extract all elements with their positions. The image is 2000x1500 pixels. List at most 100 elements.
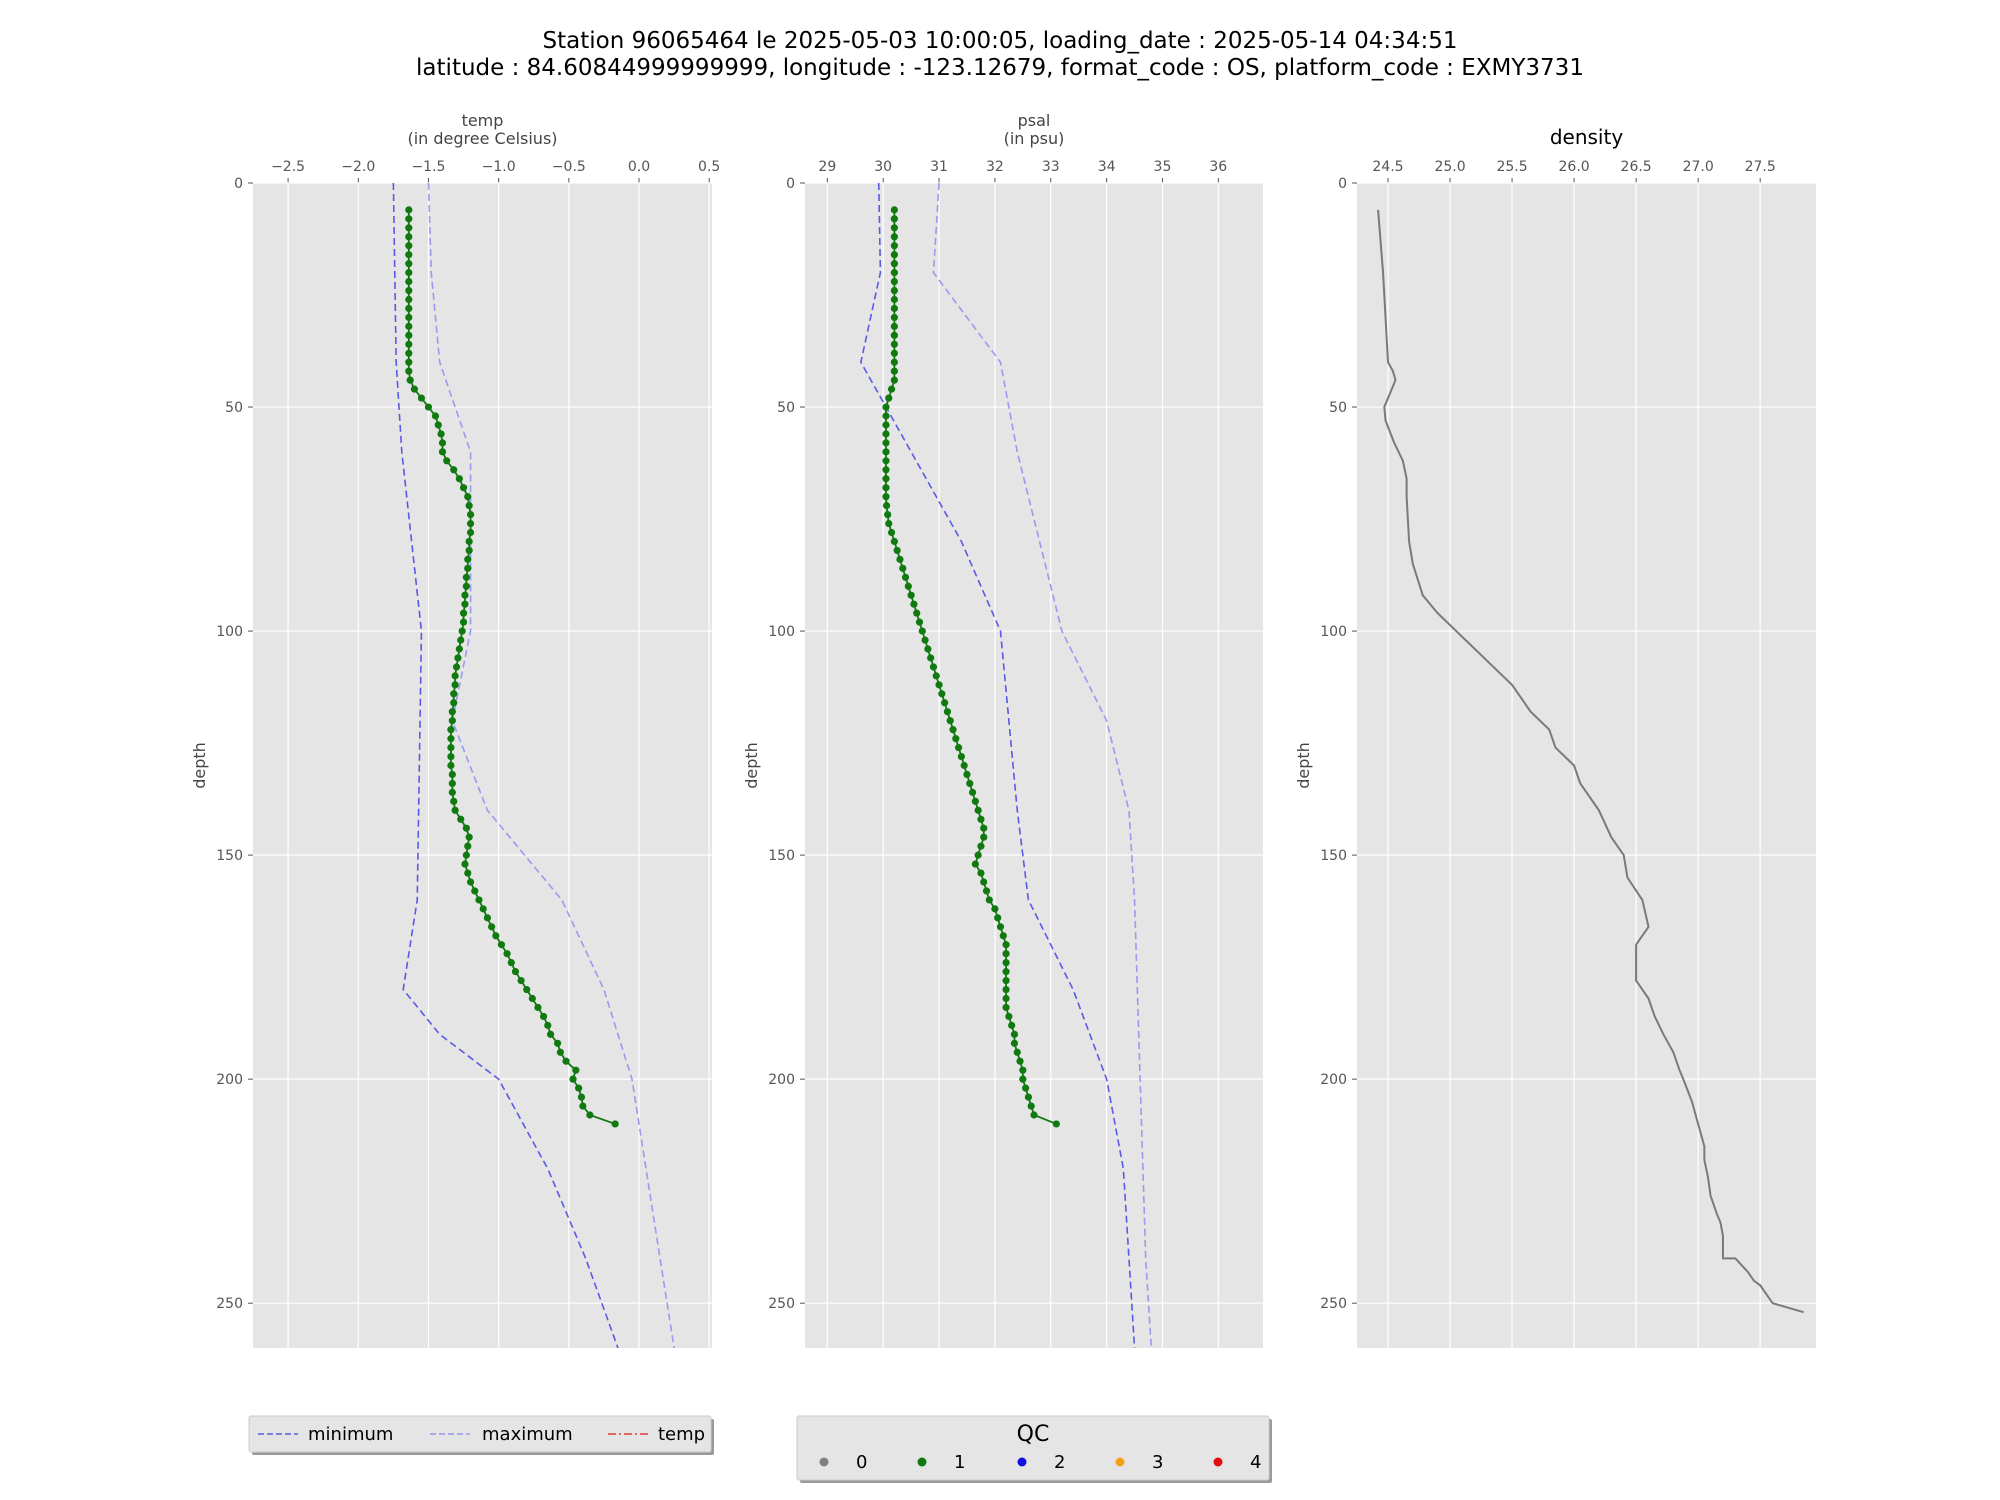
psal-qc1-point xyxy=(949,726,957,734)
temp-qc1-point xyxy=(575,1084,583,1092)
temp-qc1-point xyxy=(405,295,413,304)
temp-qc1-point xyxy=(523,985,531,994)
temp-qc1-point xyxy=(450,699,458,707)
psal-qc1-point xyxy=(1002,1003,1010,1012)
qc-legend-title: QC xyxy=(1017,1422,1050,1447)
psal-x-tick-label: 33 xyxy=(1042,159,1060,175)
psal-qc1-point xyxy=(915,618,924,626)
temp-qc1-point xyxy=(434,421,442,429)
psal-qc1-point xyxy=(890,331,898,339)
psal-qc1-point xyxy=(1016,1057,1024,1065)
psal-qc1-point xyxy=(996,923,1005,931)
psal-qc1-point xyxy=(890,277,898,286)
psal-qc1-point xyxy=(1030,1111,1038,1119)
psal-axis-unit: (in psu) xyxy=(1004,129,1065,148)
psal-qc1-point xyxy=(882,466,890,474)
temp-qc1-point xyxy=(417,394,426,402)
psal-qc1-point xyxy=(938,690,946,698)
density-series-group xyxy=(1377,209,1804,1314)
psal-qc1-point xyxy=(890,295,898,304)
temp-qc1-point xyxy=(528,994,536,1003)
psal-qc1-point xyxy=(1005,1012,1013,1021)
qc-0-marker xyxy=(819,1457,829,1467)
temp-qc1-point xyxy=(454,654,462,662)
density-y-axis-label: depth xyxy=(1294,742,1313,789)
temp-qc1-point xyxy=(437,430,445,438)
temp-qc1-point xyxy=(458,627,466,635)
psal-qc1-point xyxy=(882,475,890,483)
qc-0-label: 0 xyxy=(856,1452,867,1473)
temp-qc1-point xyxy=(586,1111,594,1119)
psal-qc1-point xyxy=(890,233,898,241)
psal-qc1-point xyxy=(890,215,898,223)
temp-qc1-point xyxy=(447,752,455,761)
qc-2-label: 2 xyxy=(1054,1452,1065,1473)
density-y-tick-label: 0 xyxy=(1338,176,1347,192)
temp-qc1-point xyxy=(405,367,413,375)
density-x-tick-label: 27.0 xyxy=(1683,159,1714,175)
temp-qc1-point xyxy=(448,708,456,716)
temp-qc1-point xyxy=(447,743,455,752)
temp-qc1-point xyxy=(544,1021,552,1029)
psal-qc1-point xyxy=(890,224,898,232)
temp-qc1-point xyxy=(459,609,468,617)
temp-y-axis-label: depth xyxy=(190,742,209,789)
psal-qc1-point xyxy=(1002,985,1010,994)
psal-y-tick-label: 0 xyxy=(786,176,795,192)
psal-qc1-point xyxy=(1024,1093,1033,1101)
temp-qc1-point xyxy=(475,896,483,904)
psal-qc1-point xyxy=(957,752,965,761)
psal-qc1-point xyxy=(960,761,968,770)
temp-qc1-point xyxy=(611,1120,619,1128)
psal-qc1-point xyxy=(1002,941,1010,949)
psal-qc1-point xyxy=(954,743,963,752)
temp-plot-area xyxy=(253,183,712,1348)
temp-y-tick-label: 150 xyxy=(216,848,243,864)
psal-qc1-point xyxy=(899,564,907,572)
temp-y-tick-label: 0 xyxy=(234,176,243,192)
psal-qc1-point xyxy=(890,376,898,384)
psal-qc1-point xyxy=(890,358,898,366)
temp-minimum-line xyxy=(392,183,619,1348)
temp-qc1-point xyxy=(479,905,487,913)
temp-qc1-point xyxy=(405,251,413,259)
temp-qc1-point xyxy=(405,269,413,277)
psal-qc1-point xyxy=(884,510,892,519)
temp-qc1-point xyxy=(405,286,413,295)
temp-qc1-point xyxy=(448,717,456,725)
psal-qc1-point xyxy=(946,717,954,725)
psal-qc1-point xyxy=(890,537,898,546)
density-y-tick-label: 200 xyxy=(1320,1072,1347,1088)
psal-qc1-point xyxy=(921,636,929,644)
density-y-tick-label: 50 xyxy=(1329,400,1347,416)
qc-3-label: 3 xyxy=(1152,1452,1163,1473)
density-axis-title: density xyxy=(1550,125,1623,149)
psal-x-tick-label: 29 xyxy=(818,159,836,175)
density-line xyxy=(1377,209,1804,1314)
psal-qc1-point xyxy=(980,878,988,886)
psal-qc1-point xyxy=(904,582,912,590)
psal-qc1-point xyxy=(890,206,898,214)
temp-qc1-point xyxy=(447,761,455,770)
density-x-tick-label: 26.5 xyxy=(1621,159,1652,175)
psal-qc1-point xyxy=(980,833,988,841)
psal-plot-area xyxy=(805,183,1263,1348)
psal-qc1-point xyxy=(901,573,910,581)
density-x-tick-label: 25.5 xyxy=(1496,159,1527,175)
psal-qc1-point xyxy=(882,493,890,501)
temp-qc1-point xyxy=(431,412,440,420)
legend-label-maximum: maximum xyxy=(482,1424,573,1445)
temp-qc1-point xyxy=(461,600,469,608)
temp-qc1-point xyxy=(450,797,458,805)
psal-axis-title: psal xyxy=(1018,111,1051,130)
temp-axis-unit: (in degree Celsius) xyxy=(407,129,557,148)
temp-panel: −2.5 −2.0 −1.5 −1.0 −0.5 0.0 0.5 0 50 100 150 200 25… xyxy=(190,111,720,1348)
temp-qc1-point xyxy=(457,636,465,644)
temp-x-tick-label: −2.5 xyxy=(271,159,305,175)
psal-qc1-point xyxy=(1022,1084,1030,1092)
psal-qc1-point xyxy=(968,788,977,796)
density-x-tick-label: 24.5 xyxy=(1372,159,1403,175)
temp-qc1-point xyxy=(465,502,473,510)
psal-x-tick-label: 30 xyxy=(874,159,892,175)
psal-qc1-point xyxy=(890,304,898,313)
